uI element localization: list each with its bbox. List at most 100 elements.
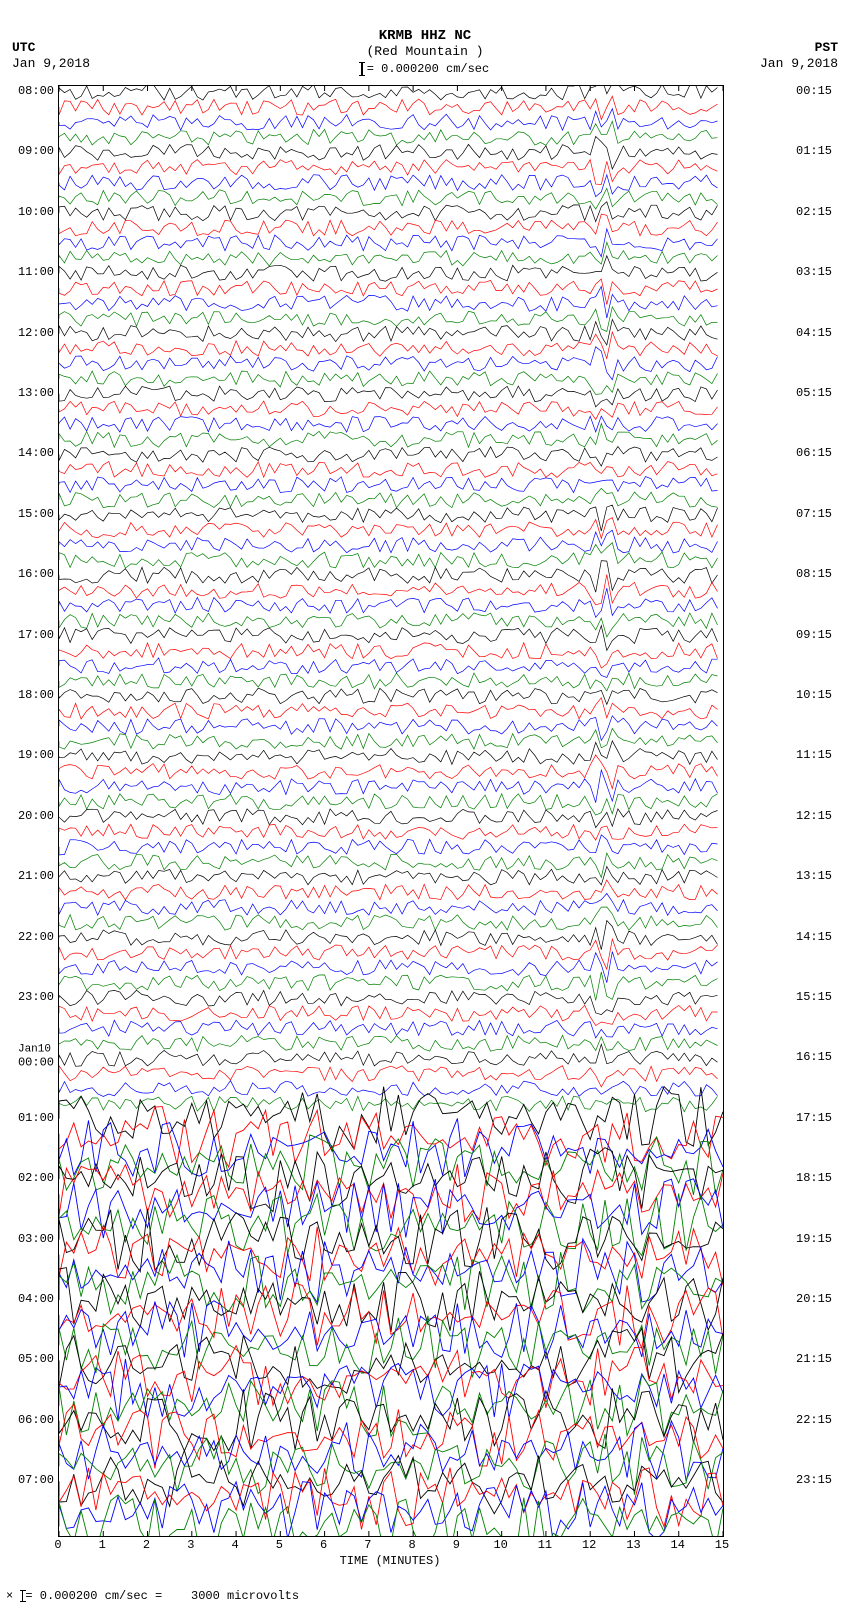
seismic-trace	[59, 202, 718, 222]
date-left: Jan 9,2018	[12, 56, 90, 71]
xtick: 15	[715, 1538, 729, 1552]
ylabel: 05:15	[796, 386, 832, 400]
ylabel: 07:15	[796, 507, 832, 521]
seismic-trace	[59, 1096, 718, 1112]
seismic-trace	[59, 477, 718, 493]
scale-text: = 0.000200 cm/sec	[367, 62, 489, 76]
seismic-trace	[59, 319, 718, 345]
seismic-trace	[59, 561, 718, 593]
station-location: (Red Mountain )	[0, 44, 850, 59]
ylabel: 01:00	[18, 1111, 54, 1125]
timezone-right: PST	[815, 40, 838, 55]
footer-prefix: ×	[6, 1589, 20, 1603]
xtick: 11	[538, 1538, 552, 1552]
seismic-trace	[59, 867, 718, 885]
seismic-trace	[59, 1087, 723, 1151]
seismic-trace	[59, 1044, 718, 1066]
xtick: 13	[626, 1538, 640, 1552]
ylabel: 18:15	[796, 1171, 832, 1185]
seismic-trace	[59, 96, 718, 119]
seismic-trace	[59, 229, 718, 257]
ylabel: 21:15	[796, 1352, 832, 1366]
xtick: 12	[582, 1538, 596, 1552]
yaxis-labels-left: 08:0009:0010:0011:0012:0013:0014:0015:00…	[0, 85, 56, 1535]
seismic-trace	[59, 755, 718, 789]
seismic-trace	[59, 673, 718, 691]
seismic-trace	[59, 1035, 718, 1051]
ylabel: 10:15	[796, 688, 832, 702]
ylabel: 20:15	[796, 1292, 832, 1306]
seismic-trace	[59, 658, 718, 678]
ylabel: 14:15	[796, 930, 832, 944]
seismic-trace	[59, 518, 718, 539]
ylabel: 12:00	[18, 326, 54, 340]
yaxis-labels-right: 00:1501:1502:1503:1504:1505:1506:1507:15…	[794, 85, 850, 1535]
seismic-trace	[59, 809, 718, 828]
ylabel: 21:00	[18, 869, 54, 883]
xaxis-title: TIME (MINUTES)	[58, 1554, 722, 1568]
ylabel: 10:00	[18, 205, 54, 219]
ylabel: 08:00	[18, 84, 54, 98]
ylabel: 00:15	[796, 84, 832, 98]
ylabel: 16:00	[18, 567, 54, 581]
ylabel: 15:00	[18, 507, 54, 521]
footer-text: = 0.000200 cm/sec = 3000 microvolts	[25, 1589, 299, 1603]
seismic-trace	[59, 688, 718, 704]
scale-legend: = 0.000200 cm/sec	[0, 62, 850, 76]
seismic-trace	[59, 160, 718, 185]
ylabel: 17:00	[18, 628, 54, 642]
seismic-trace	[59, 794, 718, 815]
ylabel: 01:15	[796, 144, 832, 158]
scale-bar-icon	[22, 1590, 23, 1602]
ylabel: 14:00	[18, 446, 54, 460]
seismic-trace	[59, 188, 718, 209]
seismic-trace	[59, 1468, 723, 1530]
seismogram-page: KRMB HHZ NC (Red Mountain ) = 0.000200 c…	[0, 0, 850, 1613]
seismic-trace	[59, 1193, 723, 1255]
seismic-trace	[59, 488, 718, 507]
seismic-trace	[59, 1495, 723, 1536]
ylabel: 04:15	[796, 326, 832, 340]
seismic-trace	[59, 824, 718, 840]
seismic-trace	[59, 175, 718, 197]
ylabel: 08:15	[796, 567, 832, 581]
xtick: 7	[364, 1538, 371, 1552]
ylabel: Jan1000:00	[18, 1045, 54, 1070]
seismic-trace	[59, 728, 718, 749]
xtick: 2	[143, 1538, 150, 1552]
station-title: KRMB HHZ NC	[0, 28, 850, 44]
seismic-trace	[59, 853, 718, 878]
xtick: 8	[409, 1538, 416, 1552]
seismic-trace	[59, 242, 718, 266]
seismic-trace	[59, 307, 718, 332]
ylabel: 02:00	[18, 1171, 54, 1185]
ylabel: 13:15	[796, 869, 832, 883]
seismic-trace	[59, 1375, 723, 1436]
ylabel: 23:15	[796, 1473, 832, 1487]
ylabel: 23:00	[18, 990, 54, 1004]
ylabel: 04:00	[18, 1292, 54, 1306]
ylabel: 19:15	[796, 1232, 832, 1246]
helicorder-plot	[58, 85, 724, 1537]
seismic-trace	[59, 401, 718, 419]
xaxis: TIME (MINUTES) 0123456789101112131415	[58, 1538, 722, 1568]
ylabel: 07:00	[18, 1473, 54, 1487]
seismic-trace	[59, 1081, 718, 1097]
ylabel: 03:15	[796, 265, 832, 279]
xtick: 4	[231, 1538, 238, 1552]
xtick: 9	[453, 1538, 460, 1552]
xtick: 1	[99, 1538, 106, 1552]
timezone-left: UTC	[12, 40, 35, 55]
helicorder-svg	[59, 86, 723, 1536]
seismic-trace	[59, 109, 718, 131]
seismic-trace	[59, 1020, 718, 1038]
ylabel: 11:15	[796, 748, 832, 762]
seismic-trace	[59, 505, 718, 531]
seismic-trace	[59, 1005, 718, 1025]
seismic-trace	[59, 530, 718, 553]
xtick: 14	[671, 1538, 685, 1552]
date-right: Jan 9,2018	[760, 56, 838, 71]
ylabel: 06:00	[18, 1413, 54, 1427]
seismic-trace	[59, 716, 718, 741]
ylabel: 02:15	[796, 205, 832, 219]
